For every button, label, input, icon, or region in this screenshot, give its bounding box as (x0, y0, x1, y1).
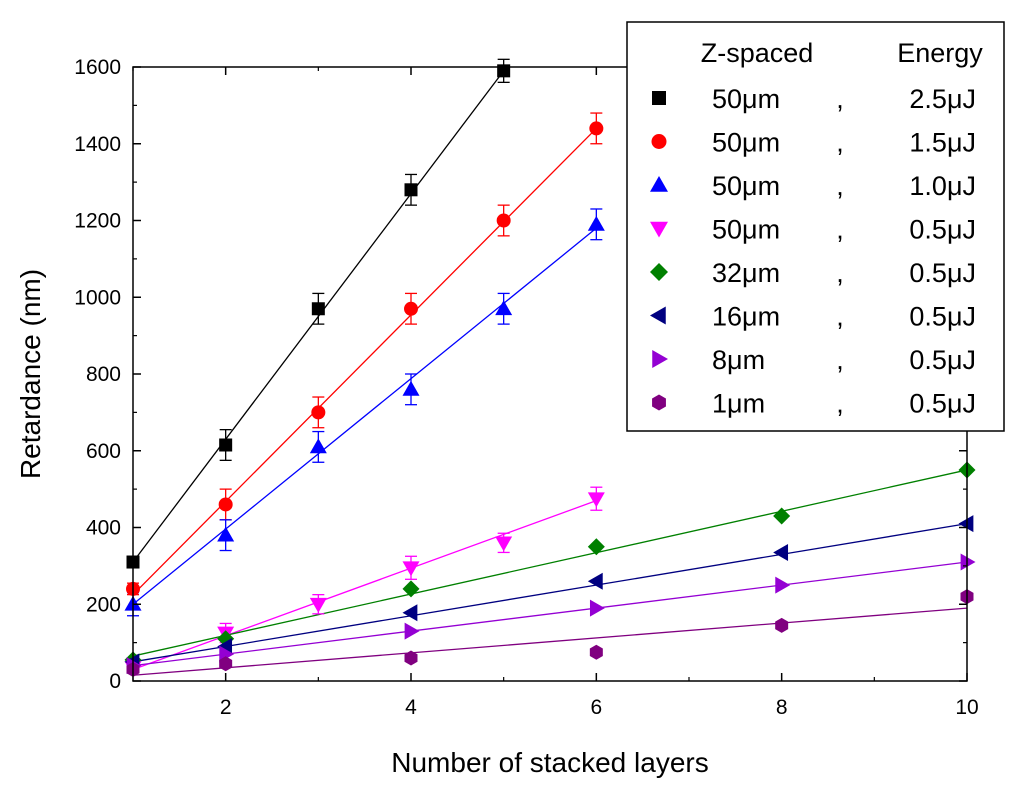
data-point-series-3 (587, 215, 605, 231)
y-tick-label: 800 (86, 363, 121, 386)
legend-energy-label: 0.5μJ (909, 302, 976, 332)
fit-lines (132, 70, 968, 676)
legend-separator: , (836, 345, 844, 375)
y-tick-label: 600 (86, 440, 121, 463)
legend-energy-label: 0.5μJ (909, 258, 976, 288)
legend-box (626, 21, 1005, 432)
y-tick-label: 1400 (74, 133, 121, 156)
data-point-series-4 (495, 536, 513, 552)
data-point-series-6 (958, 515, 974, 533)
data-point-series-2 (404, 301, 418, 316)
data-point-series-5 (587, 538, 605, 556)
data-point-series-1 (311, 302, 325, 316)
x-tick-label: 6 (590, 696, 602, 719)
legend-marker (652, 350, 668, 368)
legend-spacing-label: 32μm (712, 258, 780, 288)
legend-separator: , (836, 302, 844, 332)
data-point-series-5 (773, 507, 791, 525)
fit-line-series-3 (132, 227, 597, 605)
data-point-series-2 (311, 405, 326, 420)
legend-separator: , (836, 258, 844, 288)
x-axis-title: Number of stacked layers (391, 747, 708, 778)
y-tick-label: 1200 (74, 210, 121, 233)
legend-separator: , (836, 128, 844, 158)
fit-line-series-4 (132, 500, 597, 671)
legend-marker (652, 91, 666, 105)
legend-energy-label: 2.5μJ (909, 84, 976, 114)
data-point-series-6 (773, 543, 789, 561)
y-tick-label: 200 (86, 593, 121, 616)
legend-energy-label: 0.5μJ (909, 345, 976, 375)
legend-energy-label: 0.5μJ (909, 215, 976, 245)
data-point-series-4 (402, 561, 420, 577)
legend-header-spacing: Z-spaced (701, 38, 814, 68)
legend-marker (650, 176, 668, 192)
data-point-series-8 (775, 617, 789, 633)
data-point-series-8 (404, 650, 418, 666)
legend-energy-label: 0.5μJ (909, 389, 976, 419)
data-point-series-4 (309, 597, 327, 613)
legend-separator: , (836, 171, 844, 201)
legend-spacing-label: 50μm (712, 171, 780, 201)
legend-marker (650, 263, 668, 281)
data-point-series-1 (219, 438, 233, 452)
data-point-series-7 (589, 599, 605, 617)
data-point-series-3 (309, 438, 327, 454)
x-tick-label: 4 (405, 696, 417, 719)
legend-separator: , (836, 84, 844, 114)
y-axis-title: Retardance (nm) (15, 269, 46, 479)
x-tick-label: 10 (955, 696, 978, 719)
data-point-series-3 (402, 380, 420, 396)
legend-marker (650, 221, 668, 238)
legend-spacing-label: 16μm (712, 302, 780, 332)
fit-line-series-8 (132, 607, 968, 676)
legend-spacing-label: 1μm (712, 389, 765, 419)
x-tick-label: 8 (776, 696, 788, 719)
legend-spacing-label: 50μm (712, 215, 780, 245)
legend-separator: , (836, 389, 844, 419)
data-point-series-7 (775, 576, 791, 594)
data-point-series-7 (960, 553, 976, 571)
legend-header-energy: Energy (897, 38, 983, 68)
fit-line-series-2 (132, 127, 597, 596)
data-point-series-3 (217, 526, 235, 542)
legend-energy-label: 1.0μJ (909, 171, 976, 201)
y-tick-label: 0 (109, 670, 121, 693)
data-point-series-2 (496, 213, 511, 228)
legend-spacing-label: 8μm (712, 345, 765, 375)
data-point-series-7 (404, 622, 420, 640)
legend-spacing-label: 50μm (712, 84, 780, 114)
legend-marker (652, 394, 666, 411)
fit-line-series-7 (132, 561, 968, 667)
fit-line-series-5 (132, 469, 968, 657)
y-tick-label: 400 (86, 517, 121, 540)
data-point-series-2 (589, 121, 604, 136)
fit-line-series-6 (132, 523, 968, 663)
y-tick-label: 1000 (74, 286, 121, 309)
data-point-series-6 (217, 637, 233, 655)
legend-rows: 50μm, 2.5μJ 50μm, 1.5μJ 50μm, 1.0μJ 50μm, 0.5μJ… (650, 84, 976, 419)
legend-separator: , (836, 215, 844, 245)
legend-spacing-label: 50μm (712, 128, 780, 158)
data-point-series-2 (218, 497, 233, 512)
data-point-series-1 (404, 183, 418, 197)
data-point-series-5 (402, 580, 420, 598)
data-point-series-3 (495, 300, 513, 316)
data-point-series-4 (587, 492, 605, 508)
legend-marker (651, 134, 667, 149)
data-point-series-8 (219, 656, 233, 672)
data-point-series-8 (589, 644, 603, 660)
legend-marker (650, 306, 666, 325)
legend-energy-label: 1.5μJ (909, 128, 976, 158)
y-tick-label: 1600 (74, 56, 121, 79)
x-tick-label: 2 (220, 696, 232, 719)
data-point-series-6 (402, 604, 418, 622)
error-bars (127, 58, 603, 671)
data-point-series-6 (587, 572, 603, 590)
